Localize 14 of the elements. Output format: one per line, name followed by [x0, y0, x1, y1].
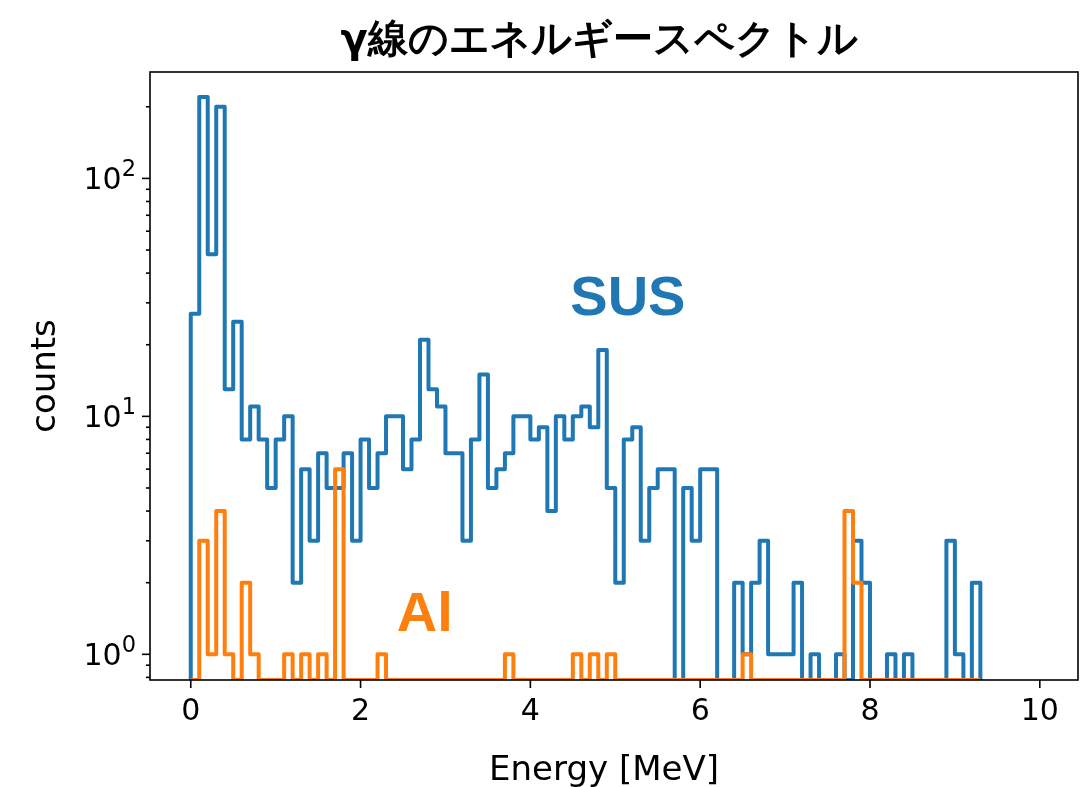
series-label: Al: [396, 580, 453, 644]
x-tick-label: 10: [1020, 692, 1059, 727]
y-axis-title: counts: [23, 319, 63, 433]
y-tick-label: 10$^{1}$: [83, 393, 136, 435]
x-axis-title: Energy [MeV]: [489, 748, 719, 787]
x-tick-label: 6: [690, 692, 710, 727]
y-tick-label: 10$^{2}$: [83, 155, 136, 197]
x-tick-label: 0: [181, 692, 201, 727]
x-tick-label: 4: [520, 692, 540, 727]
x-tick-label: 8: [860, 692, 880, 727]
y-tick-label: 10$^{0}$: [83, 631, 136, 673]
x-tick-label: 2: [351, 692, 371, 727]
chart-title: γ線のエネルギースペクトル: [340, 15, 858, 61]
series-label: SUS: [570, 264, 686, 328]
